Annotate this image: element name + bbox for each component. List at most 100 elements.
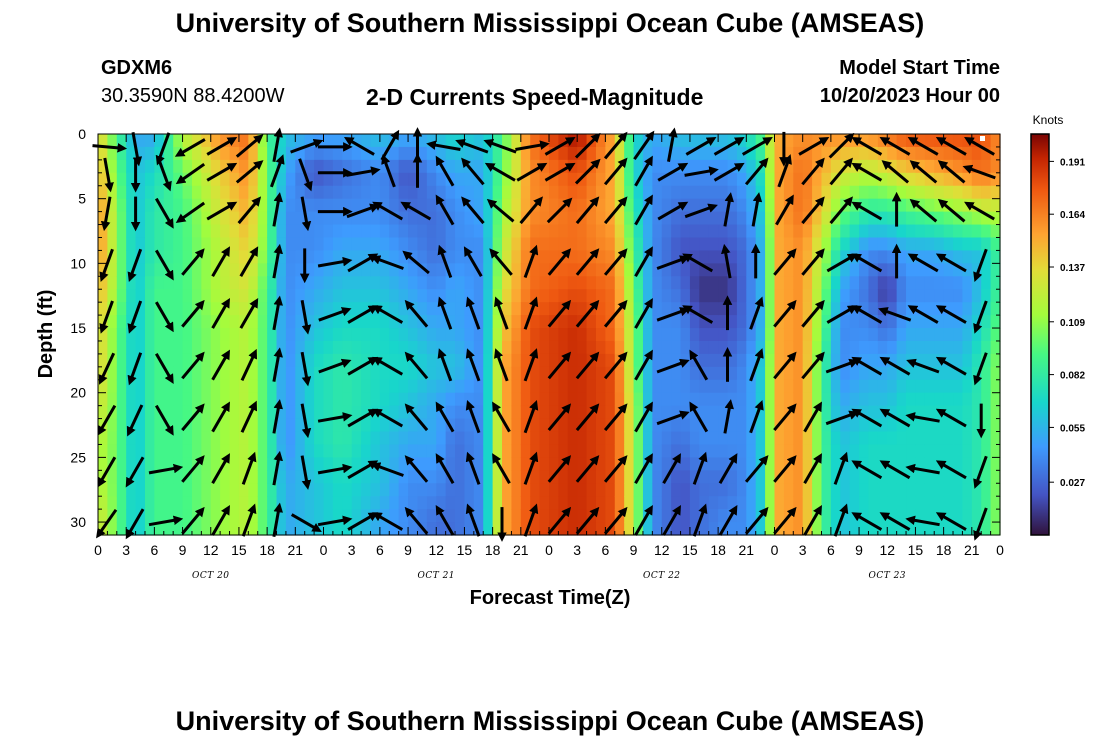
heat-cell bbox=[934, 340, 945, 355]
current-arrow bbox=[235, 160, 264, 184]
heat-cell bbox=[107, 522, 118, 536]
heat-cell bbox=[793, 315, 804, 329]
heat-cell bbox=[821, 328, 832, 342]
heat-cell bbox=[830, 470, 841, 484]
heat-cell bbox=[981, 250, 992, 264]
heat-cell bbox=[323, 340, 334, 355]
heat-cell bbox=[896, 198, 907, 213]
heat-cell bbox=[595, 418, 606, 433]
heat-cell bbox=[689, 224, 700, 239]
heat-cell bbox=[502, 392, 513, 407]
heat-cell bbox=[398, 159, 409, 174]
heat-cell bbox=[379, 172, 390, 187]
current-arrow bbox=[851, 162, 883, 182]
heat-cell bbox=[370, 146, 381, 161]
heat-cell bbox=[314, 379, 325, 394]
heat-cell bbox=[154, 418, 165, 433]
heat-cell bbox=[924, 340, 935, 355]
heat-cell bbox=[389, 159, 400, 174]
heat-cell bbox=[990, 405, 1001, 420]
heat-cell bbox=[201, 159, 212, 174]
heat-cell bbox=[220, 211, 231, 226]
heat-cell bbox=[689, 263, 700, 277]
heat-cell bbox=[971, 159, 982, 174]
heat-cell bbox=[144, 405, 155, 420]
heat-cell bbox=[906, 146, 917, 161]
heat-cell bbox=[163, 509, 174, 523]
heat-cell bbox=[624, 185, 635, 200]
heat-cell bbox=[107, 353, 118, 368]
heat-cell bbox=[877, 315, 888, 329]
heat-cell bbox=[868, 405, 879, 420]
heat-cell bbox=[699, 289, 710, 303]
heat-cell bbox=[210, 302, 221, 316]
heat-cell bbox=[727, 328, 738, 342]
heat-cell bbox=[116, 483, 127, 497]
x-tick-label: 6 bbox=[150, 542, 158, 558]
x-tick-label: 12 bbox=[879, 542, 895, 558]
heat-cell bbox=[953, 340, 964, 355]
heat-cell bbox=[971, 328, 982, 342]
heat-cell bbox=[830, 198, 841, 213]
heat-cell bbox=[868, 328, 879, 342]
heat-cell bbox=[934, 392, 945, 407]
heat-cell bbox=[455, 328, 466, 342]
heat-cell bbox=[173, 392, 184, 407]
heat-cell bbox=[520, 172, 531, 187]
heat-cell bbox=[727, 172, 738, 187]
heat-cell bbox=[849, 431, 860, 446]
heat-cell bbox=[718, 483, 729, 497]
heat-cell bbox=[267, 224, 278, 239]
heat-cell bbox=[502, 353, 513, 368]
heat-cell bbox=[943, 276, 954, 290]
heat-cell bbox=[990, 418, 1001, 433]
heat-cell bbox=[276, 431, 287, 446]
heat-cell bbox=[342, 237, 353, 252]
heat-cell bbox=[464, 457, 475, 471]
heat-cell bbox=[126, 457, 137, 471]
current-arrow bbox=[372, 201, 404, 221]
heat-cell bbox=[971, 522, 982, 536]
heat-cell bbox=[896, 250, 907, 264]
heat-cell bbox=[633, 224, 644, 239]
heat-cell bbox=[201, 328, 212, 342]
heat-cell bbox=[981, 431, 992, 446]
current-arrow bbox=[851, 136, 883, 156]
heat-cell bbox=[295, 315, 306, 329]
heat-cell bbox=[746, 366, 757, 381]
heat-cell bbox=[868, 315, 879, 329]
heat-cell bbox=[642, 340, 653, 355]
heat-cell bbox=[379, 289, 390, 303]
heat-cell bbox=[652, 470, 663, 484]
heat-cell bbox=[351, 237, 362, 252]
heat-cell bbox=[736, 263, 747, 277]
heat-cell bbox=[943, 366, 954, 381]
heat-cell bbox=[812, 366, 823, 381]
heat-cell bbox=[426, 522, 437, 536]
heat-cell bbox=[774, 224, 785, 239]
heat-cell bbox=[906, 366, 917, 381]
heat-cell bbox=[248, 496, 259, 510]
heat-cell bbox=[351, 431, 362, 446]
heat-cell bbox=[605, 224, 616, 239]
heat-cell bbox=[314, 250, 325, 264]
heat-cell bbox=[567, 522, 578, 536]
heat-cell bbox=[530, 457, 541, 471]
heat-cell bbox=[661, 483, 672, 497]
current-arrow bbox=[272, 450, 283, 486]
heat-cell bbox=[990, 263, 1001, 277]
heat-cell bbox=[689, 302, 700, 316]
heat-cell bbox=[830, 509, 841, 523]
heat-cell bbox=[934, 379, 945, 394]
heat-cell bbox=[614, 315, 625, 329]
heat-cell bbox=[182, 509, 193, 523]
heat-cell bbox=[671, 392, 682, 407]
heat-cell bbox=[398, 418, 409, 433]
heat-cell bbox=[126, 198, 137, 213]
heat-cell bbox=[361, 263, 372, 277]
heat-cell bbox=[285, 134, 296, 148]
heat-cell bbox=[98, 431, 108, 446]
colorbar-scale bbox=[1030, 133, 1050, 536]
heat-cell bbox=[539, 431, 550, 446]
heat-cell bbox=[915, 172, 926, 187]
